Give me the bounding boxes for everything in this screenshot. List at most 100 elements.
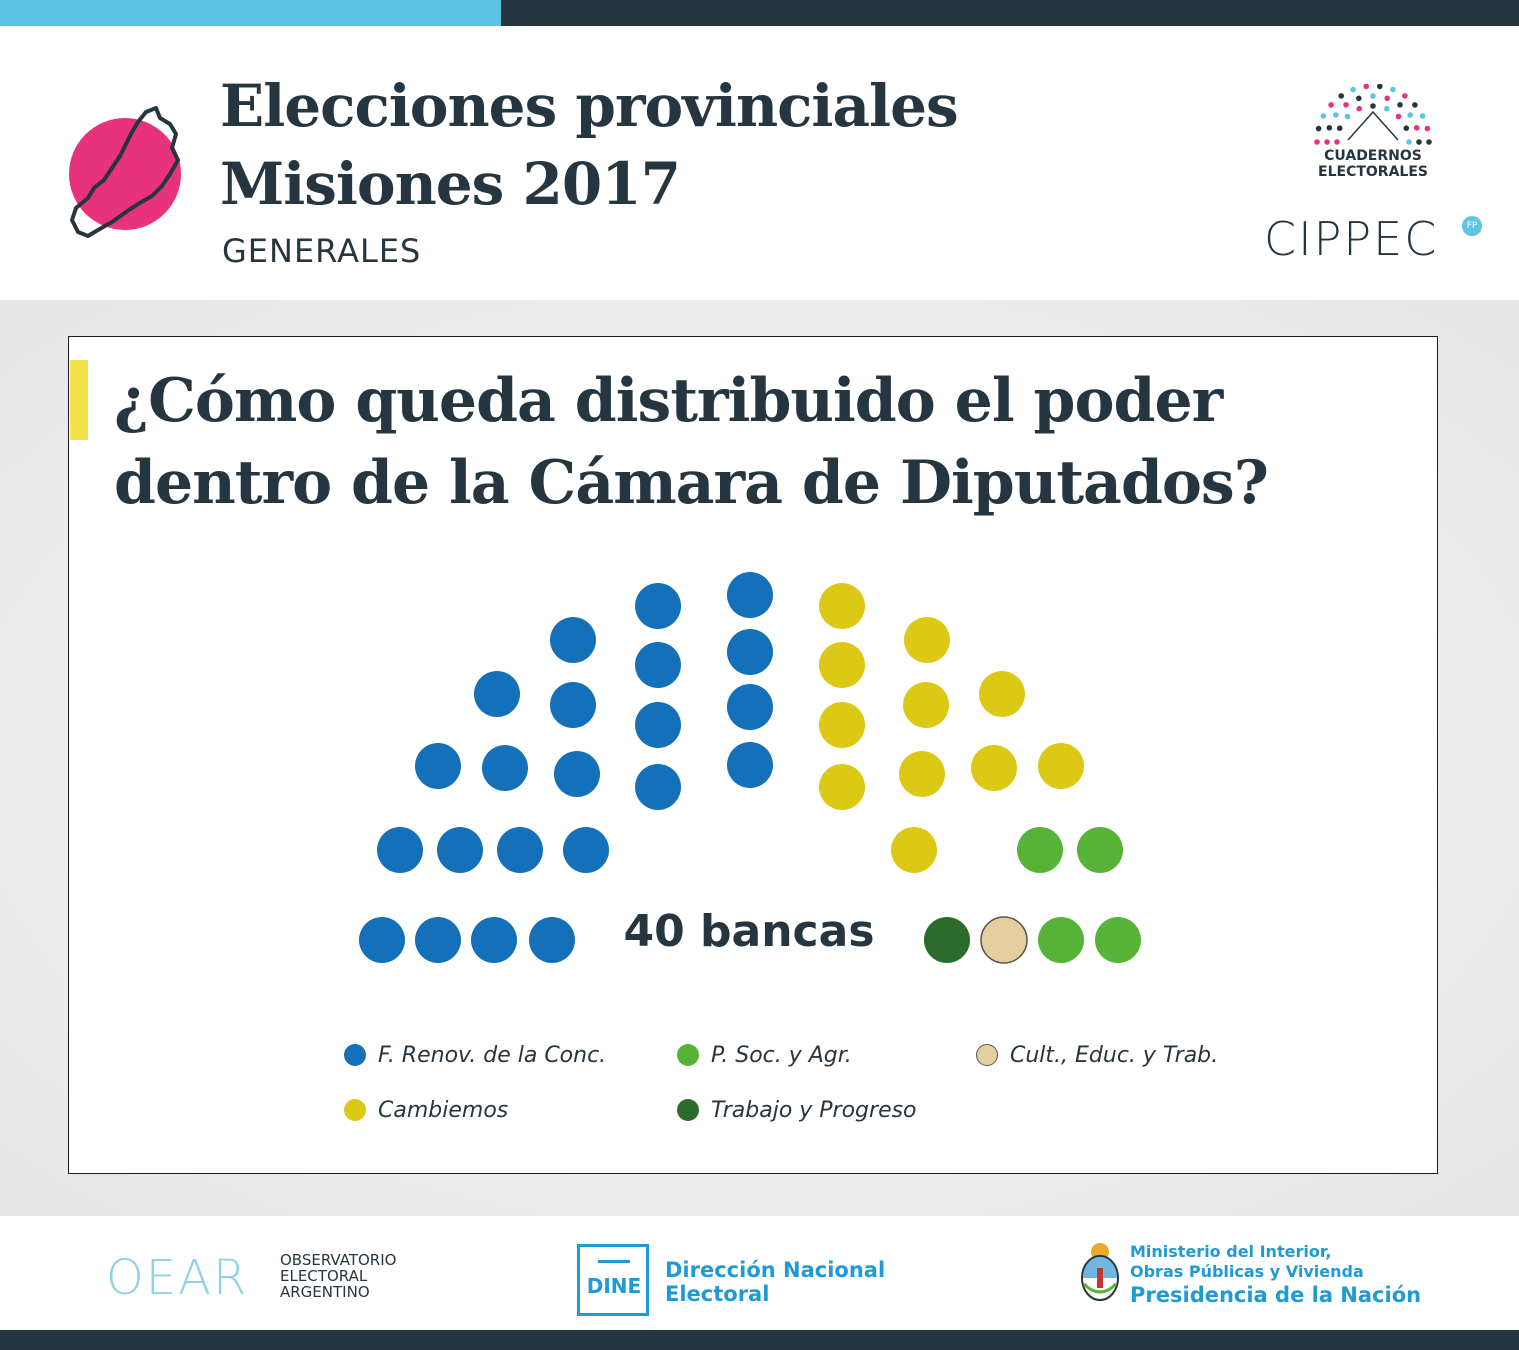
legend-label-1: F. Renov. de la Conc. xyxy=(378,1042,607,1068)
seat-3-3 xyxy=(1038,917,1084,963)
logo-dot-12 xyxy=(1419,113,1426,119)
seat-2-11 xyxy=(891,827,937,873)
logo-dot-3 xyxy=(1320,113,1327,119)
legend-swatch-5 xyxy=(976,1044,998,1066)
oear-logo-text: OBSERVATORIO ELECTORAL ARGENTINO xyxy=(280,1252,396,1300)
logo-dot-25 xyxy=(1416,139,1422,145)
logo-dot-2 xyxy=(1315,125,1322,132)
ministry-text: Ministerio del Interior, Obras Públicas … xyxy=(1130,1242,1421,1308)
logo-dot-8 xyxy=(1377,84,1383,90)
logo-dot-24 xyxy=(1413,125,1420,131)
logo-dot-18 xyxy=(1343,102,1349,108)
seat-3-2 xyxy=(1077,827,1123,873)
logo-ballot-icon xyxy=(1347,110,1399,141)
total-seats-label: 40 bancas xyxy=(623,906,874,957)
page-title-line2: Misiones 2017 xyxy=(220,150,681,218)
seat-2-7 xyxy=(904,617,950,663)
logo-dot-34 xyxy=(1406,139,1412,145)
logo-dot-4 xyxy=(1328,102,1334,108)
seat-1-5 xyxy=(377,827,423,873)
oear-line3: ARGENTINO xyxy=(280,1283,370,1301)
seat-1-10 xyxy=(482,745,528,791)
legend-item-1: F. Renov. de la Conc. xyxy=(344,1040,606,1070)
legend-label-3: P. Soc. y Agr. xyxy=(711,1042,852,1068)
logo-dot-14 xyxy=(1426,139,1432,145)
cippec-logo: CIPPEC xyxy=(1264,212,1439,266)
legend-item-2: Cambiemos xyxy=(344,1095,508,1125)
logo-dot-13 xyxy=(1424,125,1431,132)
legend-swatch-2 xyxy=(344,1099,366,1121)
legend-item-5: Cult., Educ. y Trab. xyxy=(976,1040,1218,1070)
hemicycle-logo-icon xyxy=(1314,84,1432,145)
logo-dot-30 xyxy=(1370,103,1376,109)
seat-1-1 xyxy=(359,917,405,963)
seat-1-13 xyxy=(550,682,596,728)
seat-2-6 xyxy=(903,682,949,728)
seat-2-4 xyxy=(819,583,865,629)
legend-label-4: Trabajo y Progreso xyxy=(711,1097,917,1123)
seat-2-1 xyxy=(819,764,865,810)
logo-dot-32 xyxy=(1395,113,1402,120)
top-dark-bar xyxy=(501,0,1519,26)
seat-1-12 xyxy=(474,671,520,717)
logo-dot-22 xyxy=(1397,102,1403,108)
oear-logo: OEAR xyxy=(106,1250,249,1306)
legend-item-3: P. Soc. y Agr. xyxy=(677,1040,852,1070)
seat-4-1 xyxy=(924,917,970,963)
dine-logo-box xyxy=(577,1244,649,1316)
cuadernos-logo-line1: CUADERNOS xyxy=(1324,148,1422,164)
oear-line1: OBSERVATORIO xyxy=(280,1251,397,1269)
logo-dot-33 xyxy=(1403,125,1410,131)
seat-2-8 xyxy=(971,745,1017,791)
seat-1-22 xyxy=(727,572,773,618)
seat-2-2 xyxy=(819,702,865,748)
logo-dot-10 xyxy=(1402,93,1408,99)
bottom-dark-bar xyxy=(0,1330,1519,1350)
logo-dot-7 xyxy=(1363,84,1369,90)
seat-1-4 xyxy=(529,917,575,963)
national-shield-icon xyxy=(1081,1243,1119,1301)
logo-dot-11 xyxy=(1412,102,1418,108)
logo-dot-9 xyxy=(1390,86,1396,93)
cippec-badge: FP xyxy=(1462,216,1482,236)
seat-2-3 xyxy=(819,642,865,688)
seat-3-1 xyxy=(1017,827,1063,873)
dine-logo-text: DINE xyxy=(586,1274,642,1298)
legend-swatch-4 xyxy=(677,1099,699,1121)
logo-dot-20 xyxy=(1370,93,1376,99)
ministry-line2: Obras Públicas y Vivienda xyxy=(1130,1262,1364,1281)
header xyxy=(0,26,1519,300)
seat-2-9 xyxy=(979,671,1025,717)
legend-swatch-3 xyxy=(677,1044,699,1066)
misiones-map-icon xyxy=(69,106,181,238)
chart-question-line1: ¿Cómo queda distribuido el poder xyxy=(114,366,1223,436)
dine-name: Dirección Nacional Electoral xyxy=(665,1258,885,1306)
seat-1-9 xyxy=(415,743,461,789)
dine-logo-line xyxy=(598,1260,630,1263)
logo-dot-1 xyxy=(1314,139,1320,145)
seat-1-17 xyxy=(635,642,681,688)
seat-1-3 xyxy=(471,917,517,963)
logo-dot-5 xyxy=(1338,93,1344,99)
logo-dot-28 xyxy=(1344,113,1351,120)
seat-1-19 xyxy=(727,742,773,788)
logo-dot-19 xyxy=(1356,95,1362,102)
ministry-line3: Presidencia de la Nación xyxy=(1130,1283,1422,1307)
logo-dot-16 xyxy=(1326,125,1333,131)
logo-dot-21 xyxy=(1384,95,1390,102)
seat-1-2 xyxy=(415,917,461,963)
chart-question: ¿Cómo queda distribuido el poder dentro … xyxy=(114,360,1414,524)
chart-question-line2: dentro de la Cámara de Diputados? xyxy=(114,448,1269,518)
seat-2-10 xyxy=(1038,743,1084,789)
seat-1-14 xyxy=(550,617,596,663)
seat-1-18 xyxy=(635,583,681,629)
seat-1-16 xyxy=(635,702,681,748)
logo-dot-17 xyxy=(1333,112,1339,118)
ministry-line1: Ministerio del Interior, xyxy=(1130,1242,1332,1261)
seat-group xyxy=(359,572,1141,964)
dine-name-line2: Electoral xyxy=(665,1282,770,1306)
legend-label-5: Cult., Educ. y Trab. xyxy=(1010,1042,1219,1068)
legend-swatch-1 xyxy=(344,1044,366,1066)
logo-dot-6 xyxy=(1350,86,1356,93)
legend-item-4: Trabajo y Progreso xyxy=(677,1095,917,1125)
